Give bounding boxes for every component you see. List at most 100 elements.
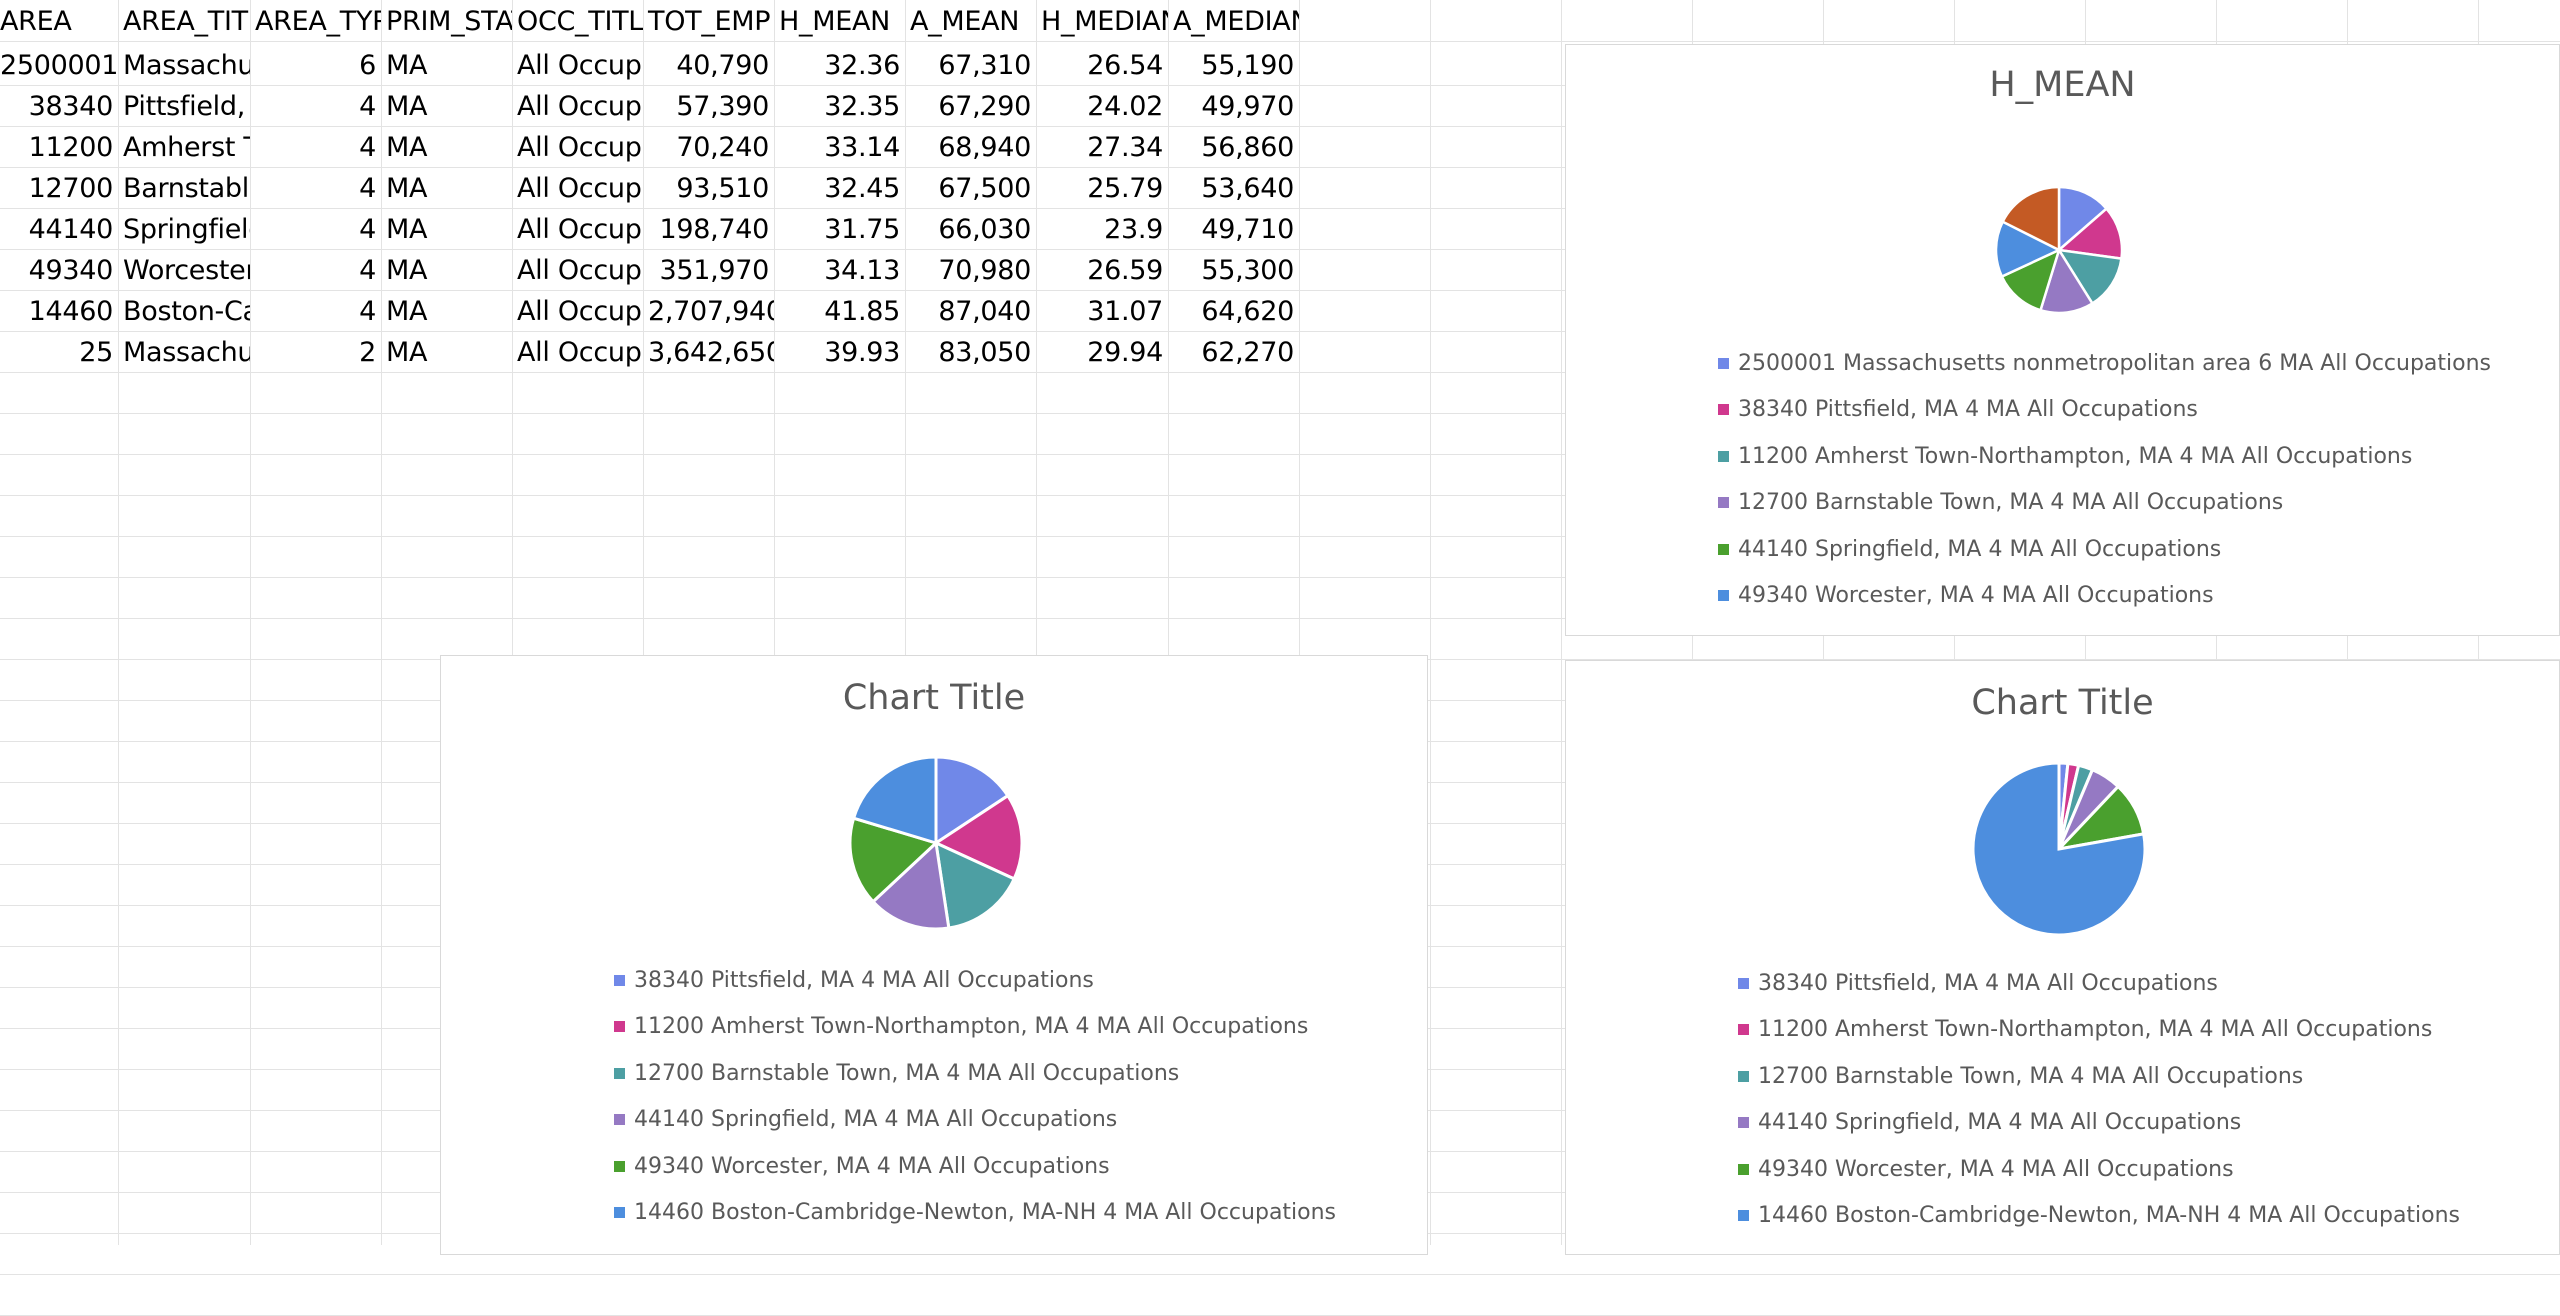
table-cell[interactable]: 351,970 — [659, 255, 769, 286]
table-cell[interactable]: MA — [386, 91, 428, 122]
table-cell[interactable]: 29.94 — [1087, 337, 1163, 368]
table-cell[interactable]: 49,970 — [1201, 91, 1294, 122]
table-cell[interactable]: 26.59 — [1087, 255, 1163, 286]
table-cell[interactable]: 49340 — [28, 255, 114, 286]
table-cell[interactable]: 2 — [359, 337, 376, 368]
legend-item[interactable]: 44140 Springfield, MA 4 MA All Occupatio… — [1738, 1100, 2460, 1147]
table-cell[interactable]: 56,860 — [1201, 132, 1294, 163]
legend-item[interactable]: 38340 Pittsfield, MA 4 MA All Occupation… — [1718, 387, 2491, 434]
table-cell[interactable]: Massachusetts — [123, 337, 250, 368]
table-cell[interactable]: 34.13 — [824, 255, 900, 286]
legend-item[interactable]: 49340 Worcester, MA 4 MA All Occupations — [614, 1143, 1336, 1190]
table-cell[interactable]: 14460 — [28, 296, 114, 327]
pie-slice[interactable] — [1971, 761, 2147, 937]
table-cell[interactable]: 4 — [359, 132, 376, 163]
table-cell[interactable]: 40,790 — [676, 50, 769, 81]
table-cell[interactable]: 70,240 — [676, 132, 769, 163]
pie-slice[interactable] — [848, 816, 939, 904]
table-cell[interactable]: 62,270 — [1201, 337, 1294, 368]
table-cell[interactable]: 55,190 — [1201, 50, 1294, 81]
table-cell[interactable]: 83,050 — [938, 337, 1031, 368]
table-cell[interactable]: 32.36 — [824, 50, 900, 81]
table-cell[interactable]: Barnstable Town, MA — [123, 173, 250, 204]
legend-item[interactable]: 12700 Barnstable Town, MA 4 MA All Occup… — [614, 1050, 1336, 1097]
table-cell[interactable]: 27.34 — [1087, 132, 1163, 163]
legend-item[interactable]: 44140 Springfield, MA 4 MA All Occupatio… — [614, 1097, 1336, 1144]
table-cell[interactable]: 33.14 — [824, 132, 900, 163]
table-cell[interactable]: All Occupations — [517, 337, 643, 368]
table-cell[interactable]: 41.85 — [824, 296, 900, 327]
table-cell[interactable]: 39.93 — [824, 337, 900, 368]
table-cell[interactable]: 49,710 — [1201, 214, 1294, 245]
table-cell[interactable]: 3,642,650 — [648, 337, 774, 368]
table-cell[interactable]: All Occupations — [517, 50, 643, 81]
table-cell[interactable]: 4 — [359, 91, 376, 122]
table-cell[interactable]: MA — [386, 255, 428, 286]
header-cell[interactable]: H_MEAN — [779, 6, 891, 37]
table-cell[interactable]: 31.07 — [1087, 296, 1163, 327]
table-cell[interactable]: 4 — [359, 214, 376, 245]
table-cell[interactable]: 2,707,940 — [648, 296, 774, 327]
pie-slice[interactable] — [851, 755, 938, 846]
legend-item[interactable]: 14460 Boston-Cambridge-Newton, MA-NH 4 M… — [1738, 1193, 2460, 1240]
table-cell[interactable]: 198,740 — [659, 214, 769, 245]
chart-h-mean-by-area[interactable]: Chart Title 38340 Pittsfield, MA 4 MA Al… — [440, 655, 1428, 1255]
header-cell[interactable]: PRIM_STATE — [386, 6, 512, 37]
table-cell[interactable]: 64,620 — [1201, 296, 1294, 327]
header-cell[interactable]: AREA_TITLE — [123, 6, 250, 37]
table-cell[interactable]: MA — [386, 337, 428, 368]
table-cell[interactable]: 23.9 — [1104, 214, 1163, 245]
table-cell[interactable]: 24.02 — [1087, 91, 1163, 122]
pie-slice[interactable] — [934, 755, 1010, 846]
chart-h-mean[interactable]: H_MEAN 2500001 Massachusetts nonmetropol… — [1565, 44, 2560, 636]
header-cell[interactable]: H_MEDIAN — [1041, 6, 1168, 37]
table-cell[interactable]: Massachusetts nonmetropolitan area — [123, 50, 250, 81]
table-cell[interactable]: Pittsfield, MA — [123, 91, 250, 122]
legend-item[interactable]: 49340 Worcester, MA 4 MA All Occupations — [1738, 1146, 2460, 1193]
legend-item[interactable]: 12700 Barnstable Town, MA 4 MA All Occup… — [1718, 480, 2491, 527]
table-cell[interactable]: 4 — [359, 255, 376, 286]
legend-item[interactable]: 2500001 Massachusetts nonmetropolitan ar… — [1718, 340, 2491, 387]
table-cell[interactable]: 70,980 — [938, 255, 1031, 286]
table-cell[interactable]: MA — [386, 214, 428, 245]
pie-slice[interactable] — [870, 839, 951, 931]
header-cell[interactable]: AREA_TYPE — [255, 6, 381, 37]
table-cell[interactable]: 26.54 — [1087, 50, 1163, 81]
table-cell[interactable]: All Occupations — [517, 173, 643, 204]
table-cell[interactable]: MA — [386, 173, 428, 204]
table-cell[interactable]: 25 — [79, 337, 113, 368]
table-cell[interactable]: 66,030 — [938, 214, 1031, 245]
table-cell[interactable]: 12700 — [28, 173, 114, 204]
table-cell[interactable]: 57,390 — [676, 91, 769, 122]
table-cell[interactable]: Boston-Cambridge-Newton, MA-NH — [123, 296, 250, 327]
header-cell[interactable]: TOT_EMP — [648, 6, 771, 37]
table-cell[interactable]: 44140 — [28, 214, 114, 245]
table-cell[interactable]: 67,310 — [938, 50, 1031, 81]
table-cell[interactable]: MA — [386, 132, 428, 163]
chart-tot-emp-by-area[interactable]: Chart Title 38340 Pittsfield, MA 4 MA Al… — [1565, 660, 2560, 1255]
table-cell[interactable]: 67,500 — [938, 173, 1031, 204]
table-cell[interactable]: 25.79 — [1087, 173, 1163, 204]
table-cell[interactable]: 53,640 — [1201, 173, 1294, 204]
legend-item[interactable]: 11200 Amherst Town-Northampton, MA 4 MA … — [1718, 433, 2491, 480]
table-cell[interactable]: Worcester, MA — [123, 255, 250, 286]
legend-item[interactable]: 49340 Worcester, MA 4 MA All Occupations — [1718, 573, 2491, 620]
legend-item[interactable]: 11200 Amherst Town-Northampton, MA 4 MA … — [1738, 1007, 2460, 1054]
table-cell[interactable]: 67,290 — [938, 91, 1031, 122]
legend-item[interactable]: 12700 Barnstable Town, MA 4 MA All Occup… — [1738, 1053, 2460, 1100]
legend-item[interactable]: 38340 Pittsfield, MA 4 MA All Occupation… — [614, 957, 1336, 1004]
legend-item[interactable]: 11200 Amherst Town-Northampton, MA 4 MA … — [614, 1004, 1336, 1051]
table-cell[interactable]: 32.45 — [824, 173, 900, 204]
header-cell[interactable]: AREA — [0, 6, 72, 37]
table-cell[interactable]: 31.75 — [824, 214, 900, 245]
header-cell[interactable]: A_MEAN — [910, 6, 1020, 37]
table-cell[interactable]: 93,510 — [676, 173, 769, 204]
table-cell[interactable]: 87,040 — [938, 296, 1031, 327]
table-cell[interactable]: All Occupations — [517, 132, 643, 163]
header-cell[interactable]: OCC_TITLE — [517, 6, 643, 37]
legend-item[interactable]: 14460 Boston-Cambridge-Newton, MA-NH 4 M… — [614, 1190, 1336, 1237]
table-cell[interactable]: 32.35 — [824, 91, 900, 122]
header-cell[interactable]: A_MEDIAN — [1173, 6, 1299, 37]
table-cell[interactable]: All Occupations — [517, 214, 643, 245]
table-cell[interactable]: 6 — [359, 50, 376, 81]
